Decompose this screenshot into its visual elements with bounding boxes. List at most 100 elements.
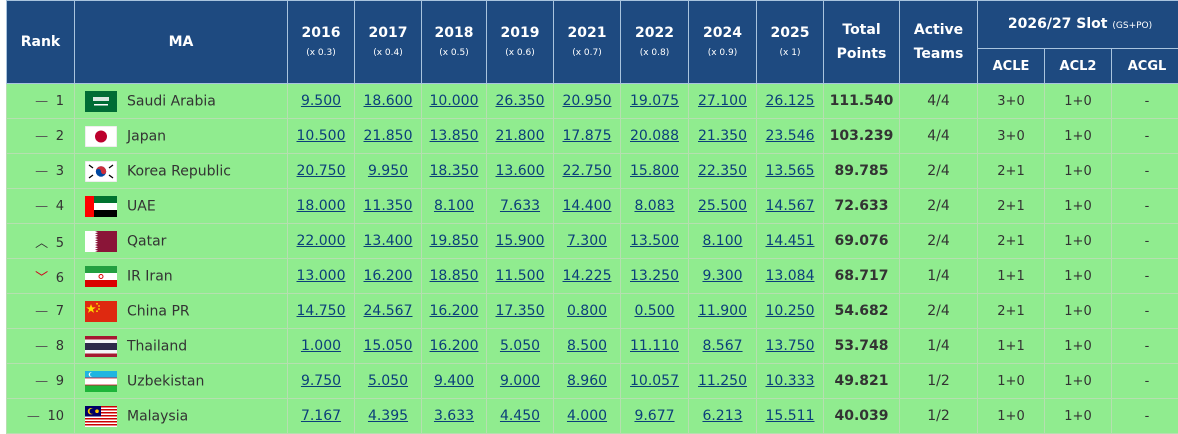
points-link[interactable]: 6.213 — [702, 408, 742, 424]
points-link[interactable]: 4.395 — [368, 408, 408, 424]
points-link[interactable]: 15.800 — [630, 163, 679, 179]
points-link[interactable]: 20.088 — [630, 128, 679, 144]
points-link[interactable]: 5.050 — [500, 338, 540, 354]
points-link[interactable]: 18.850 — [430, 268, 479, 284]
points-link[interactable]: 11.900 — [698, 303, 747, 319]
points-link[interactable]: 18.600 — [364, 93, 413, 109]
header-acgl[interactable]: ACGL — [1112, 49, 1178, 84]
points-link[interactable]: 18.000 — [297, 198, 346, 214]
year-multiplier: (x 1) — [757, 46, 823, 60]
points-link[interactable]: 9.000 — [500, 373, 540, 389]
points-link[interactable]: 0.800 — [567, 303, 607, 319]
points-link[interactable]: 5.050 — [368, 373, 408, 389]
points-link[interactable]: 13.400 — [364, 233, 413, 249]
points-link[interactable]: 22.000 — [297, 233, 346, 249]
points-link[interactable]: 15.050 — [364, 338, 413, 354]
points-link[interactable]: 4.450 — [500, 408, 540, 424]
points-link[interactable]: 8.100 — [702, 233, 742, 249]
header-ma[interactable]: MA — [75, 1, 288, 84]
points-link[interactable]: 11.350 — [364, 198, 413, 214]
thailand-flag-icon — [85, 336, 117, 357]
points-link[interactable]: 13.600 — [496, 163, 545, 179]
points-link[interactable]: 19.850 — [430, 233, 479, 249]
points-link[interactable]: 21.350 — [698, 128, 747, 144]
points-link[interactable]: 14.451 — [766, 233, 815, 249]
points-link[interactable]: 13.084 — [766, 268, 815, 284]
points-link[interactable]: 14.400 — [563, 198, 612, 214]
points-link[interactable]: 8.567 — [702, 338, 742, 354]
points-link[interactable]: 13.500 — [630, 233, 679, 249]
points-link[interactable]: 9.400 — [434, 373, 474, 389]
points-link[interactable]: 25.500 — [698, 198, 747, 214]
points-link[interactable]: 22.350 — [698, 163, 747, 179]
points-link[interactable]: 15.511 — [766, 408, 815, 424]
points-link[interactable]: 9.500 — [301, 93, 341, 109]
points-link[interactable]: 15.900 — [496, 233, 545, 249]
points-link[interactable]: 27.100 — [698, 93, 747, 109]
points-link[interactable]: 16.200 — [364, 268, 413, 284]
points-link[interactable]: 0.500 — [634, 303, 674, 319]
header-year-2018[interactable]: 2018(x 0.5) — [422, 1, 487, 84]
points-link[interactable]: 10.057 — [630, 373, 679, 389]
points-cell: 7.633 — [487, 189, 554, 224]
header-year-2019[interactable]: 2019(x 0.6) — [487, 1, 554, 84]
points-link[interactable]: 4.000 — [567, 408, 607, 424]
points-link[interactable]: 9.750 — [301, 373, 341, 389]
points-link[interactable]: 11.110 — [630, 338, 679, 354]
points-link[interactable]: 13.750 — [766, 338, 815, 354]
points-link[interactable]: 26.125 — [766, 93, 815, 109]
header-year-2021[interactable]: 2021(x 0.7) — [554, 1, 621, 84]
points-link[interactable]: 21.850 — [364, 128, 413, 144]
points-link[interactable]: 22.750 — [563, 163, 612, 179]
points-link[interactable]: 14.225 — [563, 268, 612, 284]
points-link[interactable]: 13.250 — [630, 268, 679, 284]
points-link[interactable]: 20.950 — [563, 93, 612, 109]
points-link[interactable]: 8.500 — [567, 338, 607, 354]
points-link[interactable]: 19.075 — [630, 93, 679, 109]
points-link[interactable]: 1.000 — [301, 338, 341, 354]
points-link[interactable]: 8.100 — [434, 198, 474, 214]
header-acl2[interactable]: ACL2 — [1045, 49, 1112, 84]
points-link[interactable]: 7.633 — [500, 198, 540, 214]
points-link[interactable]: 10.333 — [766, 373, 815, 389]
points-link[interactable]: 9.300 — [702, 268, 742, 284]
points-link[interactable]: 13.850 — [430, 128, 479, 144]
points-link[interactable]: 10.000 — [430, 93, 479, 109]
points-link[interactable]: 16.200 — [430, 338, 479, 354]
points-link[interactable]: 13.000 — [297, 268, 346, 284]
points-link[interactable]: 20.750 — [297, 163, 346, 179]
points-link[interactable]: 14.750 — [297, 303, 346, 319]
header-year-2016[interactable]: 2016(x 0.3) — [288, 1, 355, 84]
points-link[interactable]: 13.565 — [766, 163, 815, 179]
points-link[interactable]: 11.250 — [698, 373, 747, 389]
header-year-2017[interactable]: 2017(x 0.4) — [355, 1, 422, 84]
header-year-2024[interactable]: 2024(x 0.9) — [689, 1, 757, 84]
points-link[interactable]: 7.167 — [301, 408, 341, 424]
points-link[interactable]: 10.500 — [297, 128, 346, 144]
points-link[interactable]: 17.875 — [563, 128, 612, 144]
points-link[interactable]: 3.633 — [434, 408, 474, 424]
points-link[interactable]: 9.677 — [634, 408, 674, 424]
points-link[interactable]: 24.567 — [364, 303, 413, 319]
points-link[interactable]: 17.350 — [496, 303, 545, 319]
points-link[interactable]: 14.567 — [766, 198, 815, 214]
header-rank[interactable]: Rank — [7, 1, 75, 84]
header-year-2022[interactable]: 2022(x 0.8) — [621, 1, 689, 84]
points-link[interactable]: 23.546 — [766, 128, 815, 144]
points-link[interactable]: 11.500 — [496, 268, 545, 284]
points-link[interactable]: 21.800 — [496, 128, 545, 144]
points-link[interactable]: 8.083 — [634, 198, 674, 214]
points-link[interactable]: 16.200 — [430, 303, 479, 319]
points-link[interactable]: 26.350 — [496, 93, 545, 109]
points-link[interactable]: 18.350 — [430, 163, 479, 179]
points-link[interactable]: 10.250 — [766, 303, 815, 319]
slot-acle: 1+0 — [978, 364, 1045, 399]
header-acle[interactable]: ACLE — [978, 49, 1045, 84]
points-link[interactable]: 7.300 — [567, 233, 607, 249]
header-year-2025[interactable]: 2025(x 1) — [757, 1, 824, 84]
points-link[interactable]: 8.960 — [567, 373, 607, 389]
points-link[interactable]: 9.950 — [368, 163, 408, 179]
